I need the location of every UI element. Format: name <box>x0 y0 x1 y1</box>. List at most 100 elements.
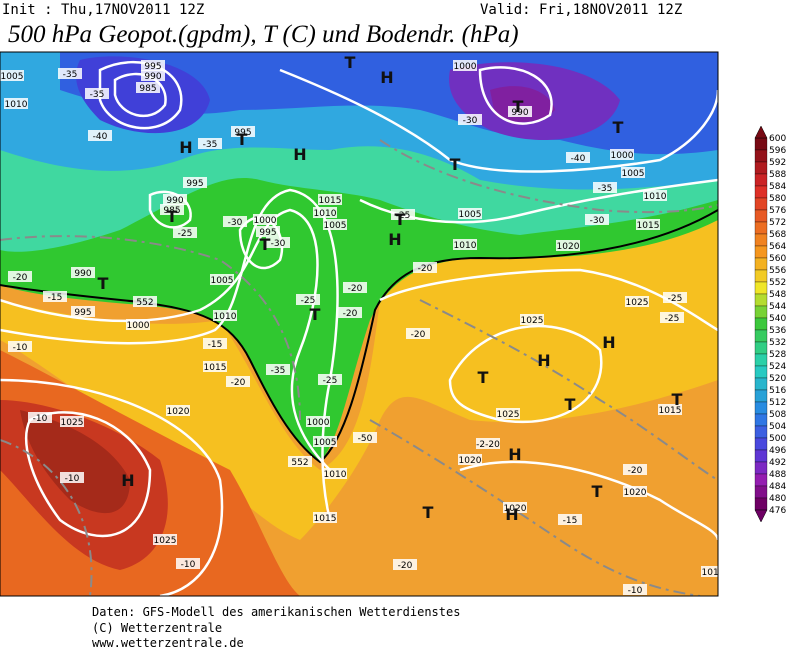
map-label: 1005 <box>324 221 347 231</box>
footer-source: Daten: GFS-Modell des amerikanischen Wet… <box>92 605 460 619</box>
map-label: -10 <box>628 586 643 596</box>
colorbar-label: 496 <box>769 446 786 456</box>
label-box <box>28 412 52 423</box>
pressure-center: T <box>167 207 178 226</box>
colorbar-label: 588 <box>769 170 786 180</box>
label-box <box>85 88 109 99</box>
pressure-center: T <box>260 235 271 254</box>
footer-url: www.wetterzentrale.de <box>92 636 244 648</box>
colorbar-label: 560 <box>769 254 786 264</box>
label-box <box>636 219 660 230</box>
map-label: 995 <box>234 128 251 138</box>
map-label: -15 <box>563 516 578 526</box>
map-label: 1020 <box>504 504 527 514</box>
map-label: -20 <box>411 330 426 340</box>
colorbar-label: 492 <box>769 458 786 468</box>
map-label: -25 <box>396 211 411 221</box>
colorbar-label: 528 <box>769 350 786 360</box>
colorbar-band <box>754 281 768 295</box>
pressure-center: H <box>388 230 401 249</box>
colorbar-band <box>754 353 768 367</box>
pressure-center: T <box>310 305 321 324</box>
colorbar-label: 592 <box>769 158 786 168</box>
colorbar-label: 572 <box>769 218 786 228</box>
map-label: -25 <box>665 314 680 324</box>
map-label: 995 <box>259 228 276 238</box>
colorbar-band <box>754 257 768 271</box>
pressure-center: T <box>450 155 461 174</box>
map-label: 552 <box>136 298 153 308</box>
colorbar-band <box>754 245 768 259</box>
colorbar-band <box>754 233 768 247</box>
colorbar-band <box>754 413 768 427</box>
colorbar-label: 568 <box>769 230 786 240</box>
map-label: -20 <box>348 284 363 294</box>
map-label: 1010 <box>314 209 337 219</box>
label-box <box>198 138 222 149</box>
map-label: -10 <box>181 560 196 570</box>
map-label: 1015 <box>319 196 342 206</box>
colorbar-band <box>754 197 768 211</box>
label-box <box>323 219 347 230</box>
map-label: -35 <box>63 70 78 80</box>
label-box <box>203 361 227 372</box>
label-box <box>176 558 200 569</box>
colorbar-label: 584 <box>769 182 786 192</box>
colorbar-label: 520 <box>769 374 786 384</box>
map-label: 1020 <box>624 488 647 498</box>
label-box <box>0 70 24 81</box>
label-box <box>558 514 582 525</box>
label-box <box>210 274 234 285</box>
colorbar-band <box>754 185 768 199</box>
map-label: 995 <box>186 179 203 189</box>
map-label: 1015 <box>314 514 337 524</box>
label-box <box>625 296 649 307</box>
map-label: 1015 <box>659 406 682 416</box>
map-label: -10 <box>13 343 28 353</box>
map-label: -35 <box>271 366 286 376</box>
colorbar-label: 508 <box>769 410 786 420</box>
map-label: 995 <box>74 308 91 318</box>
map-label: 1025 <box>154 536 177 546</box>
map-label: 985 <box>139 84 156 94</box>
colorbar-band <box>754 305 768 319</box>
label-box <box>226 376 250 387</box>
colorbar-band <box>754 425 768 439</box>
label-box <box>296 294 320 305</box>
colorbar-band <box>754 437 768 451</box>
map-label: 1010 <box>454 241 477 251</box>
pressure-center: T <box>565 395 576 414</box>
map-label: 985 <box>163 206 180 216</box>
map-frame <box>0 51 719 597</box>
label-box <box>60 472 84 483</box>
label-box <box>313 512 337 523</box>
map-label: 990 <box>166 196 183 206</box>
label-box <box>610 149 634 160</box>
map-label: 1025 <box>497 410 520 420</box>
map-label: 1000 <box>254 216 277 226</box>
map-label: -30 <box>271 239 286 249</box>
colorbar-label: 556 <box>769 266 786 276</box>
label-box <box>266 364 290 375</box>
label-box <box>338 307 362 318</box>
label-box <box>71 306 95 317</box>
pressure-center: T <box>478 368 489 387</box>
map-label: -25 <box>668 294 683 304</box>
label-box <box>413 262 437 273</box>
map-label: 990 <box>144 72 161 82</box>
colorbar-band <box>754 329 768 343</box>
colorbar-band <box>754 209 768 223</box>
colorbar-cap <box>754 125 768 139</box>
map-label: -2-20 <box>476 440 500 450</box>
label-box <box>658 404 682 415</box>
colorbar-cap <box>754 509 768 523</box>
colorbar-band <box>754 389 768 403</box>
colorbar-band <box>754 401 768 415</box>
label-box <box>71 267 95 278</box>
colorbar-band <box>754 473 768 487</box>
map-label: -40 <box>93 132 108 142</box>
label-box <box>621 167 645 178</box>
colorbar-label: 580 <box>769 194 786 204</box>
label-box <box>231 126 255 137</box>
colorbar-band <box>754 317 768 331</box>
